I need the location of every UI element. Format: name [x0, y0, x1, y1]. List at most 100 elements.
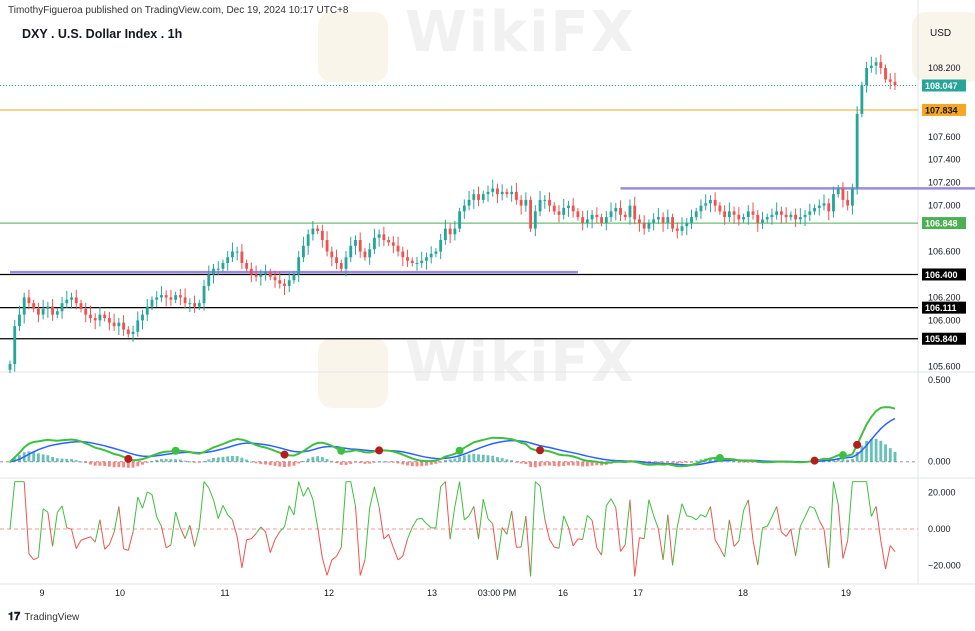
macd-histogram-bar — [264, 461, 267, 465]
oscillator-segment — [331, 555, 337, 561]
oscillator-segment — [449, 506, 456, 540]
macd-histogram-bar — [467, 454, 471, 462]
macd-cross-dot — [171, 446, 180, 455]
candle-body — [259, 274, 263, 277]
oscillator-segment — [605, 498, 612, 506]
macd-histogram-bar — [425, 461, 428, 466]
price-level-badge — [922, 268, 966, 281]
time-tick-label: 16 — [558, 588, 568, 598]
oscillator-segment — [440, 481, 446, 487]
candle-body — [623, 214, 627, 218]
oscillator-segment — [198, 481, 205, 528]
macd-line — [9, 406, 896, 468]
candle-body — [155, 297, 159, 300]
oscillator-segment — [676, 503, 683, 527]
candle-body — [548, 199, 551, 206]
macd-histogram-bar — [358, 461, 362, 464]
macd-histogram-bar — [320, 457, 324, 462]
macd-histogram-bar — [699, 459, 703, 462]
oscillator-segment — [601, 505, 607, 556]
oscillator-segment — [473, 506, 480, 540]
oscillator-segment — [265, 531, 271, 553]
oscillator-segment — [591, 520, 598, 548]
macd-histogram-bar — [226, 456, 230, 462]
candle-body — [283, 283, 286, 286]
oscillator-segment — [596, 547, 602, 556]
oscillator-segment — [203, 481, 210, 489]
oscillator-segment — [175, 511, 181, 529]
oscillator-segment — [407, 527, 413, 540]
candle-body — [439, 240, 443, 252]
oscillator-segment — [184, 525, 191, 539]
price-level-label: 107.834 — [925, 105, 958, 115]
candle-body — [382, 234, 386, 241]
candle-body — [306, 234, 310, 246]
oscillator-segment — [577, 538, 583, 541]
candle-body — [22, 297, 26, 315]
macd-histogram-bar — [448, 459, 452, 462]
candle-body — [737, 214, 741, 220]
candle-body — [401, 251, 405, 258]
oscillator-segment — [534, 481, 541, 487]
macd-histogram-bar — [207, 459, 211, 462]
candle-body — [893, 81, 897, 86]
candle-body — [448, 228, 452, 235]
macd-histogram-bar — [164, 458, 168, 462]
time-tick-label: 10 — [115, 588, 125, 598]
oscillator-segment — [293, 481, 300, 516]
oscillator-segment — [496, 527, 503, 561]
oscillator-segment — [747, 499, 754, 541]
candle-body — [141, 314, 144, 321]
oscillator-segment — [620, 544, 626, 552]
candle-body — [467, 199, 471, 206]
candle-body — [84, 308, 88, 315]
candle-body — [585, 219, 589, 223]
macd-histogram-bar — [89, 461, 92, 465]
oscillator-segment — [818, 520, 825, 530]
oscillator-segment — [47, 512, 54, 547]
oscillator-segment — [624, 499, 631, 545]
macd-histogram-bar — [496, 457, 499, 462]
macd-histogram-bar — [713, 458, 717, 462]
oscillator-segment — [567, 527, 574, 547]
watermark-text: WikiFX — [405, 330, 636, 395]
candle-body — [406, 257, 409, 261]
macd-histogram-bar — [524, 461, 528, 465]
candle-body — [349, 245, 353, 258]
candle-body — [51, 306, 55, 315]
macd-histogram-bar — [325, 459, 329, 462]
candle-body — [798, 217, 802, 220]
candle-body — [226, 257, 230, 263]
macd-histogram-bar — [732, 461, 736, 463]
macd-histogram-bar — [481, 454, 485, 462]
oscillator-segment — [142, 491, 148, 509]
macd-histogram-bar — [671, 461, 674, 463]
candle-body — [850, 188, 854, 206]
oscillator-segment — [397, 555, 404, 561]
macd-histogram-bar — [297, 461, 301, 464]
price-tick-label: 105.600 — [928, 361, 961, 371]
candle-body — [581, 217, 585, 223]
macd-histogram-bar — [141, 461, 144, 465]
candle-body — [79, 303, 83, 309]
price-tick-label: 108.200 — [928, 63, 961, 73]
candle-body — [193, 303, 196, 307]
oscillator-segment — [274, 531, 281, 540]
macd-histogram-bar — [429, 461, 433, 465]
candle-body — [855, 113, 859, 189]
candle-body — [368, 249, 372, 258]
macd-histogram-bar — [107, 461, 111, 467]
oscillator-segment — [629, 499, 636, 577]
oscillator-segment — [799, 516, 806, 527]
macd-histogram-bar — [216, 457, 220, 462]
candle-body — [576, 211, 580, 218]
oscillator-segment — [213, 499, 219, 519]
macd-histogram-bar — [590, 461, 594, 466]
candle-body — [742, 217, 745, 220]
oscillator-segment — [23, 481, 30, 554]
candle-body — [723, 211, 727, 218]
oscillator-segment — [842, 540, 849, 559]
candle-body — [709, 199, 712, 204]
macd-tick-label: 0.500 — [928, 375, 951, 385]
